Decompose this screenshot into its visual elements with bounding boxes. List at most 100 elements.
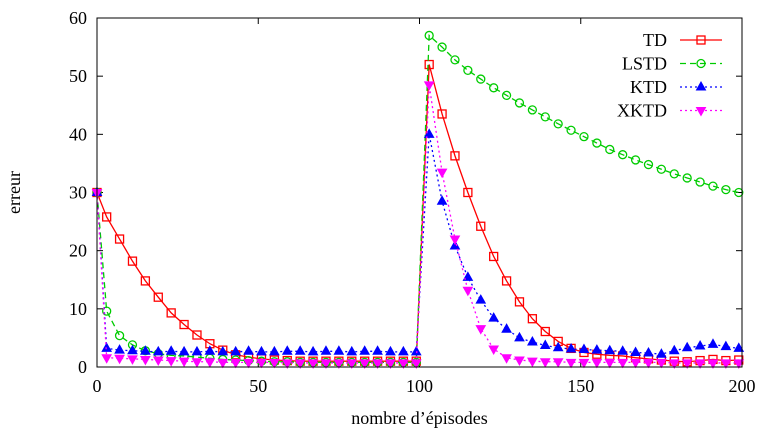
data-point xyxy=(501,354,512,364)
legend-item-lstd: LSTD xyxy=(622,54,722,74)
data-point xyxy=(489,251,499,262)
data-point xyxy=(489,83,499,93)
data-point xyxy=(565,358,577,369)
data-point xyxy=(320,359,332,369)
data-point xyxy=(514,297,525,307)
data-point xyxy=(127,355,138,365)
data-point xyxy=(152,356,164,367)
data-point xyxy=(734,187,744,198)
data-point xyxy=(436,168,448,179)
data-point xyxy=(281,359,293,369)
data-point xyxy=(552,358,564,368)
data-point xyxy=(204,345,216,355)
legend-label: XKTD xyxy=(617,101,667,121)
data-point xyxy=(436,195,448,205)
data-point xyxy=(668,344,680,355)
data-point xyxy=(320,345,332,355)
data-point xyxy=(733,359,745,369)
data-point xyxy=(630,358,641,369)
data-point xyxy=(591,344,603,354)
plot-frame xyxy=(96,17,743,368)
data-point xyxy=(527,335,538,346)
series-group xyxy=(91,30,745,369)
data-point xyxy=(630,346,641,356)
data-point xyxy=(450,151,460,161)
data-point xyxy=(243,345,254,355)
data-point xyxy=(566,125,576,135)
data-point xyxy=(191,345,203,356)
y-tick-label: 40 xyxy=(69,124,87,144)
data-point xyxy=(256,345,267,356)
data-point xyxy=(643,358,654,369)
tick-labels: 0 50 100 150 200 0 10 20 30 40 50 60 xyxy=(69,8,756,396)
data-point xyxy=(217,358,229,369)
data-point xyxy=(230,345,242,356)
data-point xyxy=(127,256,138,266)
data-point xyxy=(114,354,125,365)
data-point xyxy=(669,169,679,179)
data-point xyxy=(618,150,628,160)
legend-label: KTD xyxy=(630,77,667,97)
legend-marker xyxy=(696,58,706,69)
data-point xyxy=(294,359,306,369)
data-point xyxy=(617,358,629,369)
data-point xyxy=(140,355,151,366)
data-point xyxy=(102,306,112,316)
data-point xyxy=(565,342,577,353)
data-point xyxy=(527,314,538,324)
data-point xyxy=(359,359,371,369)
data-point xyxy=(462,286,474,297)
data-point xyxy=(695,177,705,187)
y-axis-label: erreur xyxy=(4,171,24,214)
data-point xyxy=(604,358,616,369)
data-point xyxy=(398,345,409,356)
data-point xyxy=(385,359,396,369)
data-point xyxy=(476,74,486,84)
data-point xyxy=(372,345,383,355)
data-point xyxy=(721,184,731,195)
data-point xyxy=(540,112,550,122)
legend-marker xyxy=(695,80,707,91)
legend: TD LSTD KTD XKTD xyxy=(617,30,722,121)
data-point xyxy=(192,330,202,340)
data-point xyxy=(539,339,551,349)
data-point xyxy=(694,340,706,350)
data-point xyxy=(333,345,345,355)
data-point xyxy=(617,345,629,355)
data-point xyxy=(501,276,512,286)
legend-label: LSTD xyxy=(622,54,667,74)
series-line-xktd xyxy=(96,84,739,364)
y-tick-label: 50 xyxy=(69,66,87,86)
data-point xyxy=(101,354,113,364)
data-point xyxy=(694,359,706,369)
y-tick-label: 60 xyxy=(69,8,87,28)
data-point xyxy=(127,344,138,355)
data-point xyxy=(294,345,306,355)
data-point xyxy=(217,345,229,356)
data-point xyxy=(230,358,242,369)
data-point xyxy=(423,81,435,91)
y-tick-label: 30 xyxy=(69,183,87,203)
data-point xyxy=(476,221,486,231)
data-point xyxy=(552,341,564,352)
y-tick-label: 0 xyxy=(78,357,87,377)
data-point xyxy=(346,359,358,369)
data-point xyxy=(604,344,616,355)
data-point xyxy=(449,235,461,246)
data-point xyxy=(514,356,525,367)
data-point xyxy=(281,345,293,355)
data-point xyxy=(372,359,383,369)
data-point xyxy=(269,345,280,356)
data-point xyxy=(514,331,525,342)
y-tick-label: 10 xyxy=(69,299,87,319)
data-point xyxy=(668,359,680,369)
data-point xyxy=(437,42,447,52)
data-point xyxy=(424,30,434,41)
data-point xyxy=(488,312,500,322)
data-point xyxy=(527,357,538,368)
data-point xyxy=(591,358,603,369)
data-point xyxy=(656,164,667,174)
legend-item-xktd: XKTD xyxy=(617,101,722,121)
data-point xyxy=(463,187,473,198)
